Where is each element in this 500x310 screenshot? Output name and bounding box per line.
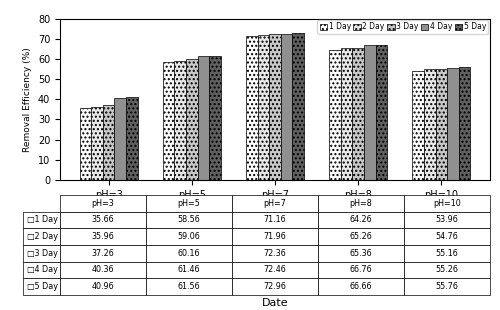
Bar — [292, 33, 304, 180]
Bar — [210, 56, 221, 180]
Bar — [91, 107, 103, 180]
Bar — [281, 34, 292, 180]
Bar — [269, 34, 281, 180]
Bar — [352, 48, 364, 180]
Bar — [103, 105, 115, 180]
Bar — [424, 69, 436, 180]
Bar — [329, 50, 340, 180]
Text: Date: Date — [262, 299, 288, 308]
Bar — [364, 45, 376, 180]
Bar — [126, 97, 138, 180]
Bar — [198, 56, 209, 180]
Bar — [114, 99, 126, 180]
Bar — [459, 68, 470, 180]
Bar — [80, 108, 91, 180]
Y-axis label: Removal Efficiency (%): Removal Efficiency (%) — [24, 47, 32, 152]
Bar — [436, 69, 447, 180]
Bar — [447, 69, 459, 180]
Legend: 1 Day, 2 Day, 3 Day, 4 Day, 5 Day: 1 Day, 2 Day, 3 Day, 4 Day, 5 Day — [318, 20, 488, 34]
Bar — [412, 71, 424, 180]
Bar — [258, 35, 269, 180]
Bar — [246, 36, 258, 180]
Bar — [174, 61, 186, 180]
Bar — [186, 59, 198, 180]
Bar — [162, 62, 174, 180]
Bar — [376, 46, 388, 180]
Bar — [340, 48, 352, 180]
